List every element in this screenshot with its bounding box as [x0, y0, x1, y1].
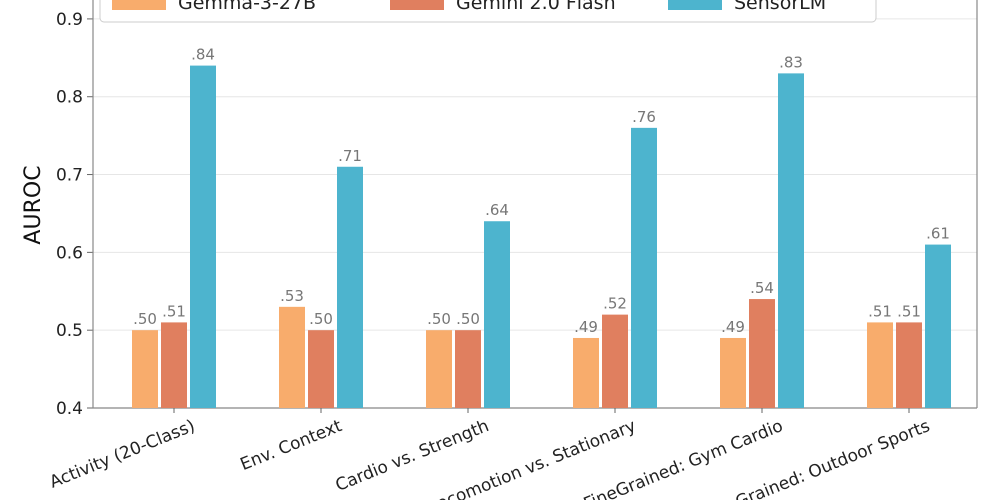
bar — [896, 322, 922, 408]
x-tick-label: Activity (20-Class) — [47, 416, 198, 493]
y-tick-label: 0.9 — [56, 10, 83, 30]
bar — [925, 244, 951, 408]
bar — [484, 221, 510, 408]
legend-swatch — [112, 0, 166, 10]
y-tick-label: 0.7 — [56, 166, 83, 186]
data-label: .51 — [868, 302, 892, 320]
data-label: .50 — [456, 310, 480, 328]
bar — [337, 166, 363, 408]
bar — [749, 299, 775, 408]
data-labels: .50 .51 .84 .53 .50 .71 .50 .50 .64 .49 .52 .76 .49.… — [133, 46, 950, 336]
data-label: .53 — [280, 287, 304, 305]
data-label: .71 — [338, 147, 362, 165]
bar — [190, 65, 216, 408]
legend-label: SensorLM — [734, 0, 826, 14]
data-label: .84 — [191, 46, 215, 64]
data-label: .61 — [926, 225, 950, 243]
bar — [455, 330, 481, 408]
bar — [279, 306, 305, 408]
x-tick-label: FineGrained: Outdoor Sports — [701, 416, 933, 500]
axes: 0.4 0.5 0.6 0.7 0.8 0.9 — [56, 0, 978, 419]
y-tick-label: 0.5 — [56, 321, 83, 341]
y-axis-label: AUROC — [21, 165, 46, 244]
bar — [867, 322, 893, 408]
legend: Gemma-3-27B Gemini 2.0 Flash SensorLM — [99, 0, 877, 23]
y-tick-label: 0.6 — [56, 243, 83, 263]
data-label: .52 — [603, 295, 627, 313]
data-label: .50 — [309, 310, 333, 328]
bar — [778, 73, 804, 408]
data-label: .49 — [721, 318, 745, 336]
legend-swatch — [668, 0, 722, 10]
grid-lines — [93, 18, 977, 331]
x-tick-label: Env. Context — [238, 416, 346, 475]
bar — [602, 314, 628, 408]
bar — [132, 330, 158, 408]
data-label: .50 — [427, 310, 451, 328]
legend-label: Gemini 2.0 Flash — [456, 0, 616, 14]
data-label: .50 — [133, 310, 157, 328]
bar — [426, 330, 452, 408]
bar — [308, 330, 334, 408]
bars — [132, 65, 951, 408]
data-label: .83 — [779, 53, 803, 71]
data-label: .64 — [485, 201, 509, 219]
bar — [573, 337, 599, 408]
bar — [161, 322, 187, 408]
y-tick-label: 0.4 — [56, 399, 83, 419]
y-tick-label: 0.8 — [56, 88, 83, 108]
bar — [631, 127, 657, 408]
legend-label: Gemma-3-27B — [178, 0, 316, 14]
data-label: .54 — [750, 279, 774, 297]
data-label: .51 — [897, 302, 921, 320]
bar — [720, 337, 746, 408]
legend-swatch — [390, 0, 444, 10]
data-label: .51 — [162, 302, 186, 320]
data-label: .49 — [574, 318, 598, 336]
data-label: .76 — [632, 108, 656, 126]
